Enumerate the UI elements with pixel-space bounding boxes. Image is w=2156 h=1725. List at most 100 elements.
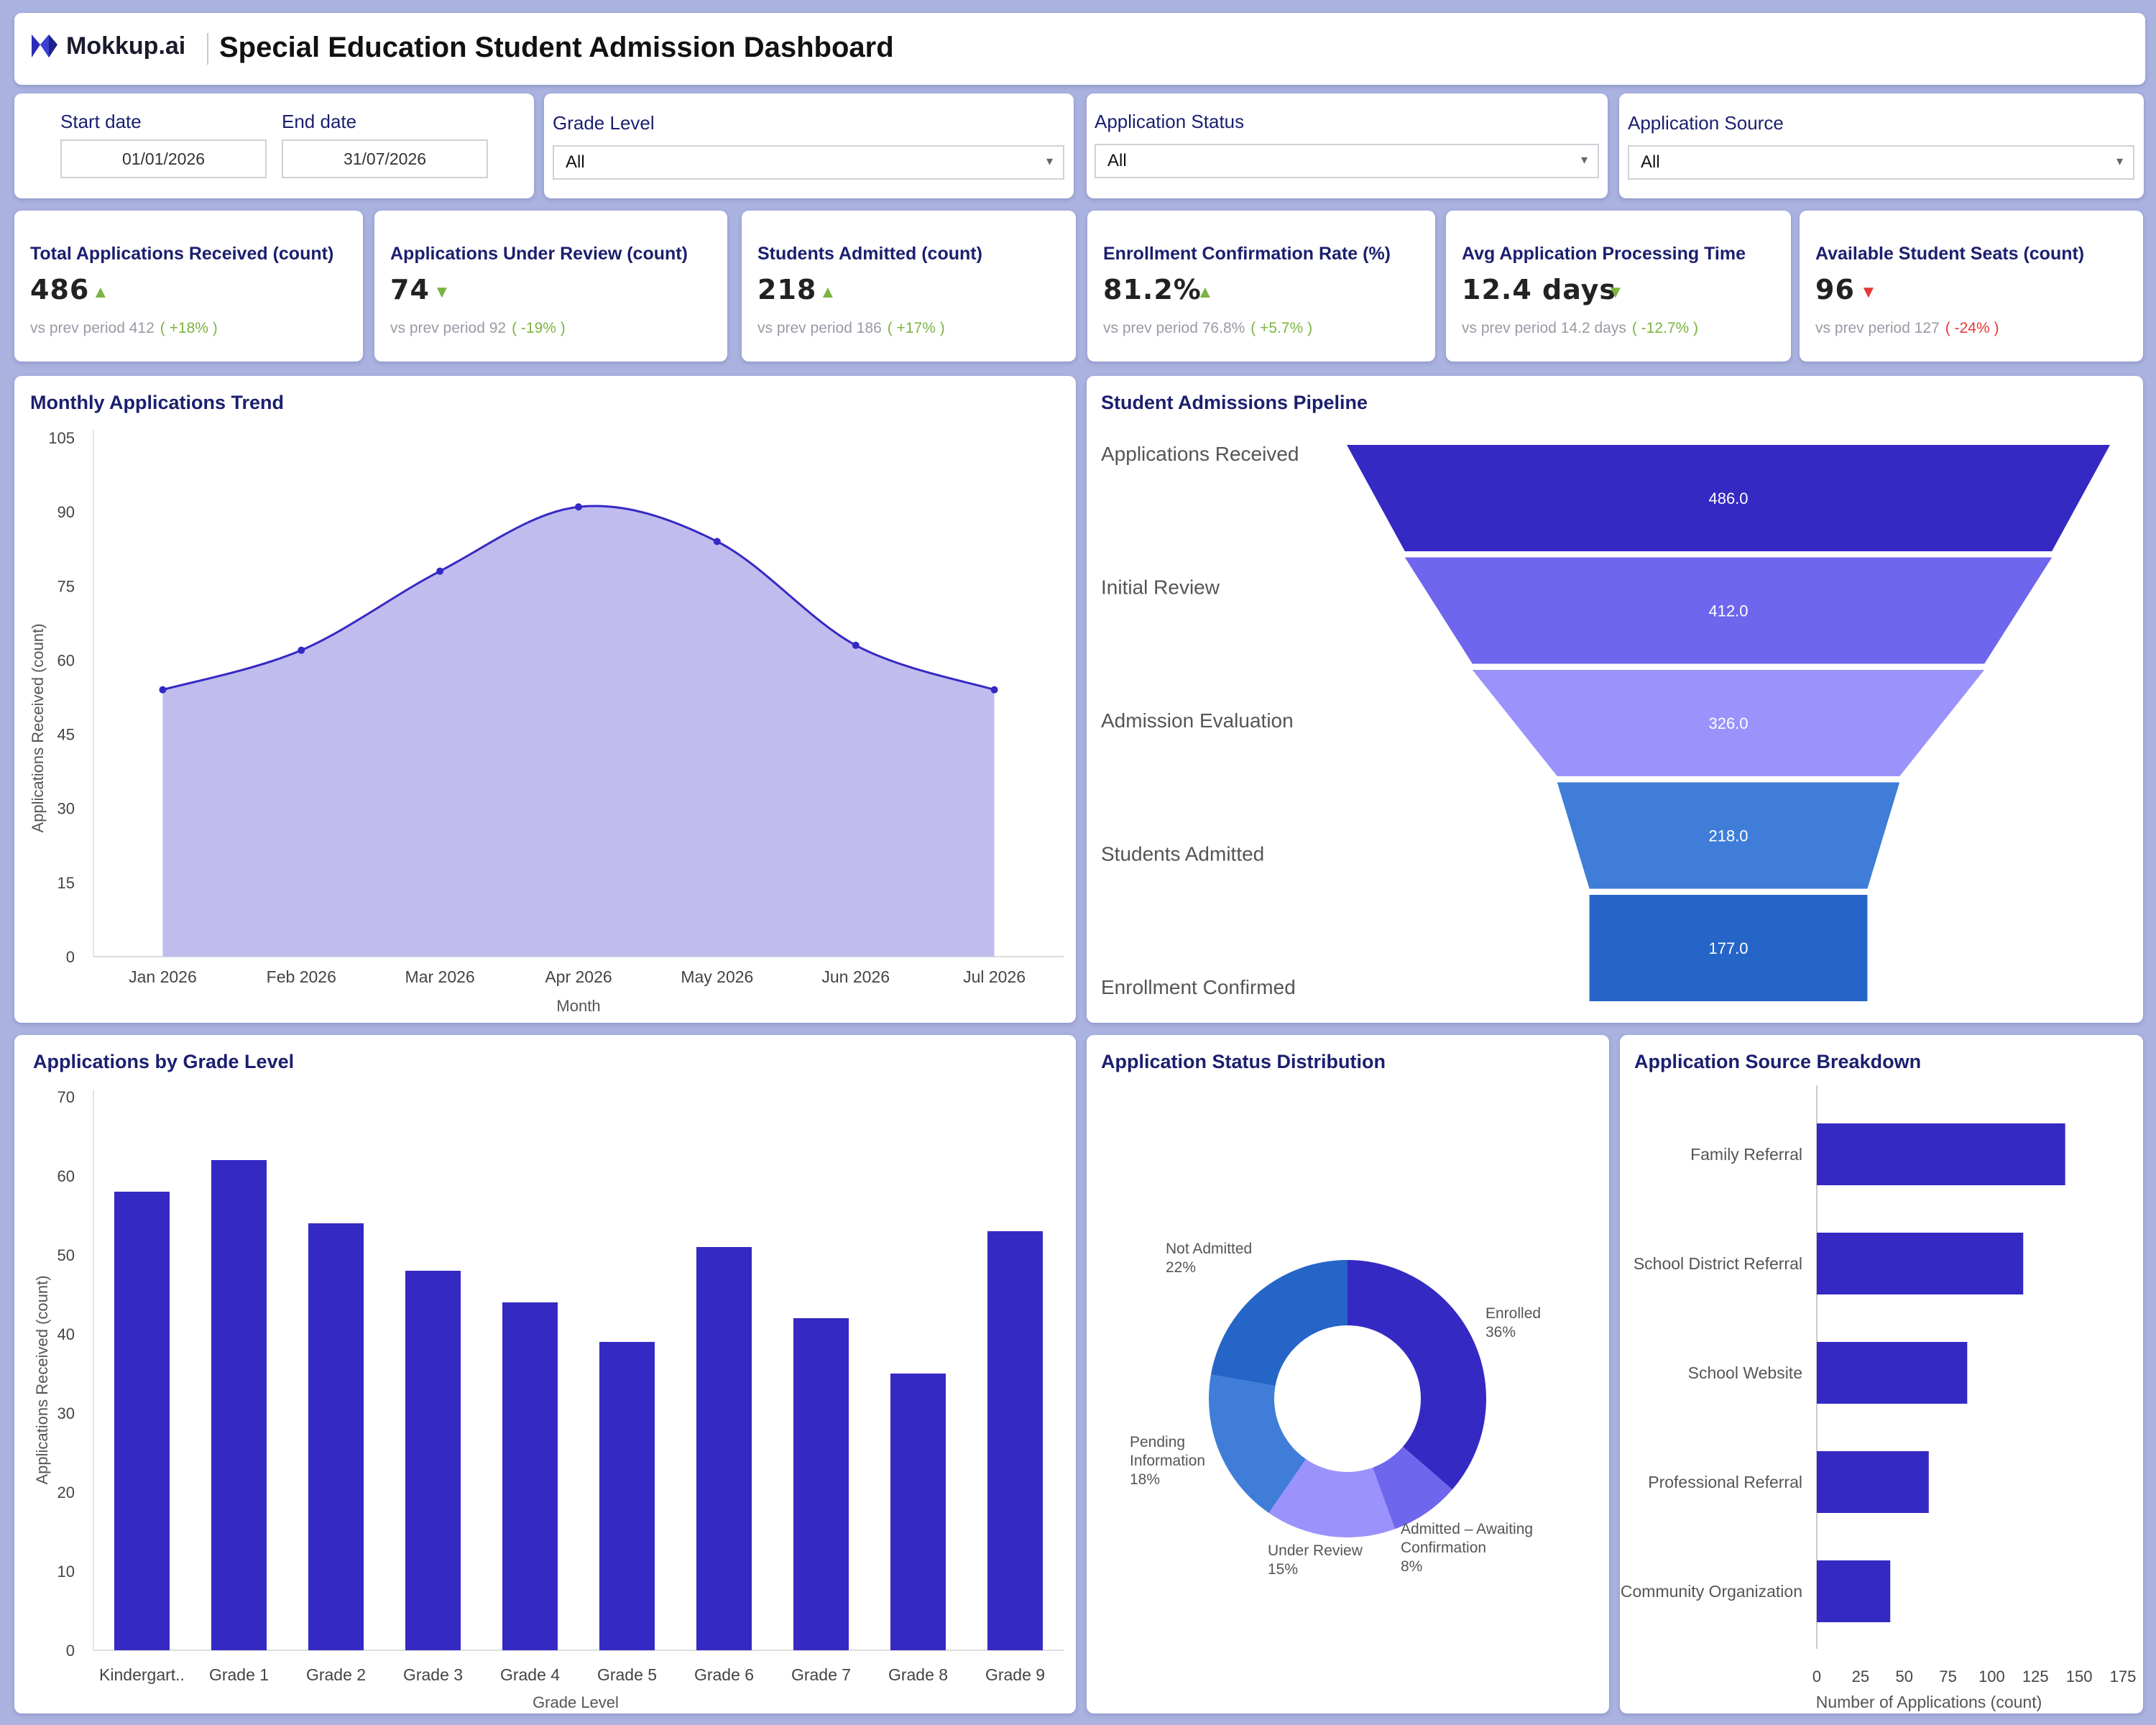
funnel-stage	[1347, 445, 2110, 551]
data-point	[852, 641, 860, 649]
data-point	[990, 686, 998, 694]
kpi-title: Available Student Seats (count)	[1815, 244, 2085, 264]
y-tick-label: 60	[57, 651, 75, 669]
grade-bar	[599, 1342, 655, 1650]
kpi-card-confirmation-rate: Enrollment Confirmation Rate (%) 81.2% ▲…	[1087, 211, 1435, 362]
x-tick-label: 25	[1852, 1668, 1869, 1685]
kpi-title: Enrollment Confirmation Rate (%)	[1103, 244, 1391, 264]
chevron-down-icon: ▾	[1046, 154, 1053, 168]
x-tick-label: Jan 2026	[129, 967, 197, 986]
grade-level-value: All	[566, 152, 585, 172]
application-source-value: All	[1641, 152, 1660, 172]
source-bar	[1817, 1560, 1891, 1622]
page-title: Special Education Student Admission Dash…	[219, 32, 894, 63]
grade-level-select[interactable]: All ▾	[553, 145, 1064, 180]
kpi-value: 81.2%	[1103, 274, 1202, 305]
start-date-input[interactable]: 01/01/2026	[60, 139, 267, 178]
kpi-comparison: vs prev period 412( +18% )	[30, 320, 218, 336]
donut-label: Confirmation	[1401, 1540, 1486, 1556]
y-tick-label: Professional Referral	[1648, 1473, 1802, 1491]
grade-bar	[308, 1223, 364, 1650]
x-tick-label: Grade 9	[985, 1665, 1045, 1684]
kpi-card-total-applications: Total Applications Received (count) 486 …	[14, 211, 363, 362]
data-point	[436, 567, 444, 575]
funnel-stage-label: Applications Received	[1101, 443, 1299, 465]
y-tick-label: Community Organization	[1621, 1582, 1802, 1601]
y-tick-label: 70	[57, 1088, 75, 1106]
source-bar-chart: Number of Applications (count) 0 25 50 75 10…	[1621, 1085, 2136, 1711]
grade-filter-card: Grade Level All ▾	[544, 93, 1074, 198]
funnel-value-label: 177.0	[1708, 939, 1748, 957]
x-tick-label: May 2026	[681, 967, 753, 986]
y-tick-label: 45	[57, 726, 75, 744]
panel-title: Student Admissions Pipeline	[1101, 392, 1368, 413]
kpi-card-available-seats: Available Student Seats (count) 96 ▼ vs …	[1800, 211, 2143, 362]
panel-title: Monthly Applications Trend	[30, 392, 285, 413]
funnel-stage-label: Initial Review	[1101, 576, 1220, 599]
application-status-select[interactable]: All ▾	[1095, 144, 1599, 178]
grade-bar	[890, 1374, 946, 1650]
x-axis-label: Number of Applications (count)	[1816, 1693, 2042, 1711]
funnel-stage	[1472, 670, 1985, 776]
grade-bar	[405, 1271, 461, 1650]
kpi-value: 74	[390, 274, 430, 305]
kpi-card-students-admitted: Students Admitted (count) 218 ▲ vs prev …	[742, 211, 1076, 362]
x-tick-label: Kindergart..	[99, 1665, 185, 1684]
monthly-trend-chart: Applications Received (count) Month 0 15 3…	[29, 429, 1064, 1015]
trend-area	[162, 506, 995, 957]
kpi-comparison: vs prev period 92( -19% )	[390, 320, 566, 336]
kpi-comparison: vs prev period 186( +17% )	[757, 320, 945, 336]
logo[interactable]: Mokkup.ai	[30, 32, 185, 60]
kpi-value: 486	[30, 274, 90, 305]
y-axis-label: Applications Received (count)	[29, 623, 47, 832]
x-axis-label: Grade Level	[533, 1693, 619, 1711]
grade-bar	[211, 1160, 267, 1650]
trend-up-icon: ▲	[92, 282, 109, 302]
donut-label: Pending	[1130, 1434, 1185, 1450]
y-tick-label: 60	[57, 1167, 75, 1185]
x-tick-label: 125	[2022, 1668, 2049, 1685]
grade-bar	[987, 1231, 1043, 1650]
y-tick-label: 30	[57, 800, 75, 818]
funnel-value-label: 218.0	[1708, 827, 1748, 845]
status-donut-chart: Enrolled 36% Admitted – Awaiting Confirmati…	[1130, 1241, 1541, 1578]
funnel-stage	[1557, 782, 1900, 889]
y-tick-label: School District Referral	[1634, 1254, 1802, 1273]
x-tick-label: Feb 2026	[267, 967, 336, 986]
status-filter-card: Application Status All ▾	[1087, 93, 1608, 198]
kpi-title: Applications Under Review (count)	[390, 244, 688, 264]
chevron-down-icon: ▾	[2116, 154, 2123, 168]
panel-title: Application Status Distribution	[1101, 1051, 1386, 1072]
y-tick-label: 0	[66, 1642, 75, 1660]
grade-bar	[502, 1302, 558, 1650]
kpi-comparison: vs prev period 127( -24% )	[1815, 320, 1999, 336]
y-tick-label: 0	[66, 948, 75, 966]
kpi-value: 96	[1815, 274, 1855, 305]
source-bar	[1817, 1233, 2024, 1294]
funnel-stage-label: Enrollment Confirmed	[1101, 976, 1296, 998]
logo-text: Mokkup.ai	[66, 32, 186, 60]
source-filter-label: Application Source	[1628, 112, 1784, 134]
panel-title: Application Source Breakdown	[1634, 1051, 1922, 1072]
x-tick-label: Jun 2026	[821, 967, 890, 986]
y-tick-label: 50	[57, 1246, 75, 1264]
donut-label: 18%	[1130, 1471, 1160, 1488]
donut-label: Not Admitted	[1166, 1241, 1252, 1257]
donut-label: Under Review	[1268, 1542, 1363, 1559]
kpi-value: 218	[757, 274, 817, 305]
chevron-down-icon: ▾	[1580, 152, 1588, 167]
data-point	[575, 503, 582, 511]
x-tick-label: Grade 2	[306, 1665, 366, 1684]
trend-up-icon: ▲	[1197, 282, 1214, 302]
source-filter-card: Application Source All ▾	[1619, 93, 2144, 198]
end-date-input[interactable]: 31/07/2026	[282, 139, 488, 178]
data-point	[713, 538, 721, 546]
application-source-select[interactable]: All ▾	[1628, 145, 2134, 180]
donut-slice	[1209, 1374, 1307, 1513]
y-tick-label: 15	[57, 874, 75, 892]
x-tick-label: 150	[2066, 1668, 2093, 1685]
grade-filter-label: Grade Level	[553, 112, 655, 134]
y-tick-label: 75	[57, 577, 75, 595]
start-date-label: Start date	[60, 111, 142, 132]
y-tick-label: 90	[57, 503, 75, 521]
